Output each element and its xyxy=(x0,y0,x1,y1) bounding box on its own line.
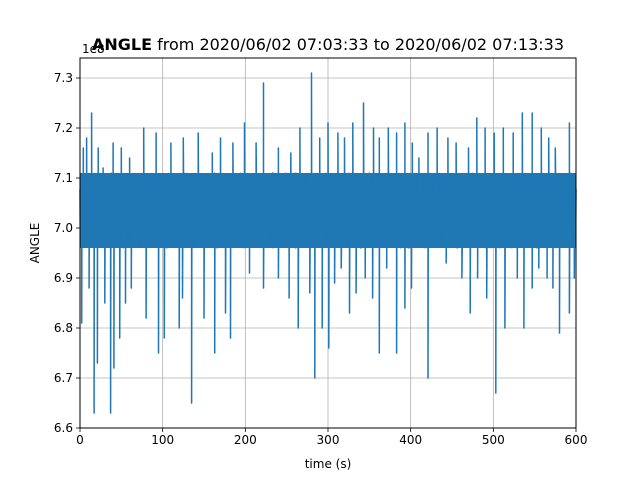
x-tick-label: 300 xyxy=(317,433,340,447)
y-tick-label: 6.8 xyxy=(54,321,73,335)
x-tick-label: 600 xyxy=(565,433,588,447)
y-axis-label: ANGLE xyxy=(28,223,42,264)
ticks: 0 100 200 300 400 500 600 6.6 6.7 6.8 6.9 7.0 7.1 7.2… xyxy=(54,71,588,447)
y-tick-label: 7.2 xyxy=(54,121,73,135)
y-tick-label: 7.3 xyxy=(54,71,73,85)
x-tick-label: 200 xyxy=(234,433,257,447)
chart-title: ANGLE from 2020/06/02 07:03:33 to 2020/0… xyxy=(92,35,564,54)
x-axis-label: time (s) xyxy=(305,457,352,471)
x-tick-label: 500 xyxy=(482,433,505,447)
y-offset-label: 1e8 xyxy=(82,42,105,56)
y-tick-label: 7.1 xyxy=(54,171,73,185)
y-tick-label: 6.6 xyxy=(54,421,73,435)
plot-area xyxy=(79,72,577,414)
series-line xyxy=(79,72,577,414)
y-tick-label: 7.0 xyxy=(54,221,73,235)
y-tick-label: 6.7 xyxy=(54,371,73,385)
y-tick-label: 6.9 xyxy=(54,271,73,285)
chart-title-bold: ANGLE xyxy=(92,35,152,54)
x-tick-label: 100 xyxy=(151,433,174,447)
chart-title-rest: from 2020/06/02 07:03:33 to 2020/06/02 0… xyxy=(152,35,564,54)
x-tick-label: 400 xyxy=(399,433,422,447)
x-tick-label: 0 xyxy=(76,433,84,447)
